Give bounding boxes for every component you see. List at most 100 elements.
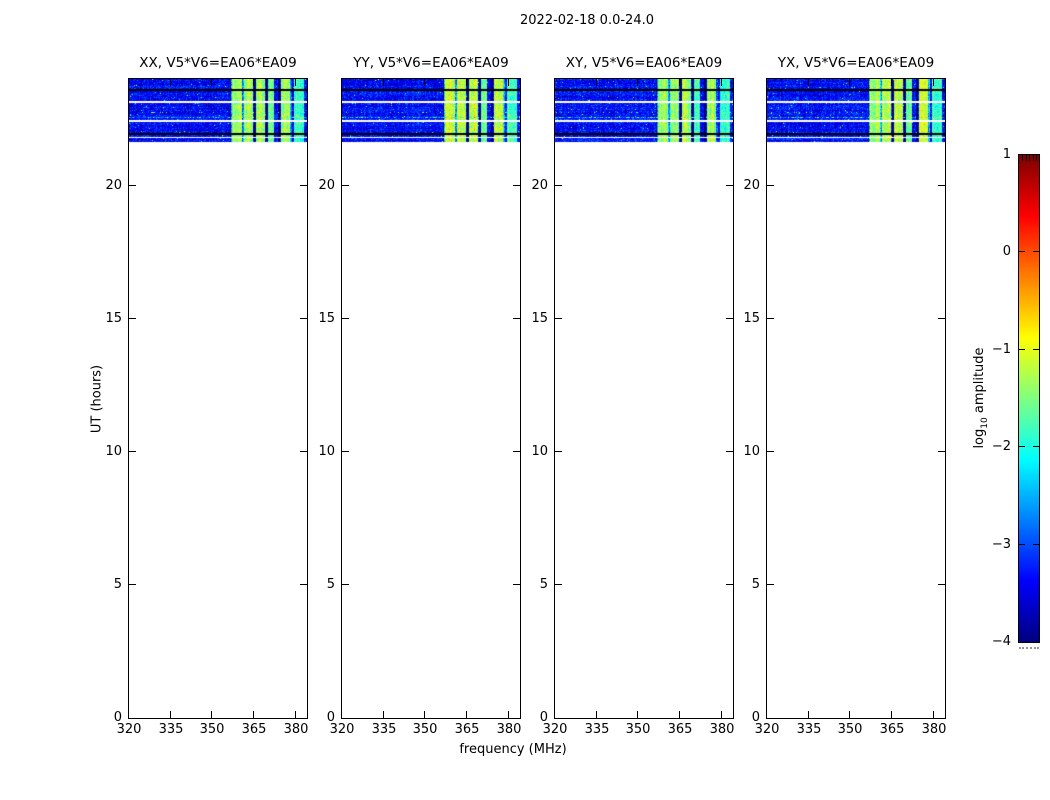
colorbar-tick-label: 0 xyxy=(1002,244,1011,259)
x-tick-mark xyxy=(508,79,509,86)
y-tick-mark xyxy=(938,318,945,319)
y-tick-mark xyxy=(726,451,733,452)
y-tick-mark xyxy=(342,584,349,585)
colorbar-hatch-mark xyxy=(1025,155,1027,161)
x-tick-mark xyxy=(849,711,850,718)
spectrogram-canvas-xx xyxy=(129,79,307,145)
spectrogram-canvas-yy xyxy=(342,79,520,145)
y-tick-mark xyxy=(767,318,774,319)
y-tick-mark xyxy=(342,318,349,319)
x-tick-mark xyxy=(253,79,254,86)
spectrogram-canvas-yx xyxy=(767,79,945,145)
colorbar-label-sub: 10 xyxy=(979,417,990,429)
y-tick-mark xyxy=(342,185,349,186)
x-tick-mark xyxy=(211,711,212,718)
y-tick-label: 5 xyxy=(539,577,548,592)
y-tick-mark xyxy=(513,185,520,186)
x-tick-mark xyxy=(424,711,425,718)
x-tick-mark xyxy=(596,79,597,86)
y-tick-mark xyxy=(342,451,349,452)
x-tick-label: 350 xyxy=(199,722,225,737)
colorbar-tick-label: −3 xyxy=(991,537,1011,552)
panel-yx xyxy=(766,78,946,719)
x-tick-mark xyxy=(508,711,509,718)
y-tick-label: 10 xyxy=(105,444,122,459)
y-tick-label: 15 xyxy=(105,311,122,326)
x-tick-mark xyxy=(295,711,296,718)
x-tick-mark xyxy=(383,79,384,86)
x-tick-mark xyxy=(253,711,254,718)
x-tick-label: 320 xyxy=(542,722,568,737)
panel-title-xx: XX, V5*V6=EA06*EA09 xyxy=(139,55,297,71)
x-tick-mark xyxy=(424,79,425,86)
colorbar-tick-label: 1 xyxy=(1002,147,1011,162)
y-tick-mark xyxy=(555,318,562,319)
y-tick-mark xyxy=(300,185,307,186)
y-tick-label: 20 xyxy=(743,178,760,193)
y-tick-mark xyxy=(300,318,307,319)
y-tick-mark xyxy=(513,584,520,585)
y-tick-mark xyxy=(129,185,136,186)
x-tick-label: 320 xyxy=(754,722,780,737)
x-tick-mark xyxy=(933,79,934,86)
y-tick-label: 20 xyxy=(318,178,335,193)
x-tick-mark xyxy=(849,79,850,86)
y-tick-mark xyxy=(513,451,520,452)
y-tick-mark xyxy=(726,584,733,585)
y-tick-mark xyxy=(726,318,733,319)
colorbar-tick-label: −2 xyxy=(991,439,1011,454)
colorbar-label-prefix: log xyxy=(972,428,988,449)
colorbar-hatch-mark xyxy=(1032,155,1034,161)
x-tick-label: 380 xyxy=(921,722,947,737)
x-tick-mark xyxy=(933,711,934,718)
x-tick-label: 380 xyxy=(496,722,522,737)
y-tick-label: 20 xyxy=(531,178,548,193)
spectrogram-canvas-xy xyxy=(555,79,733,145)
y-tick-label: 0 xyxy=(326,710,335,725)
x-tick-mark xyxy=(679,79,680,86)
x-tick-mark xyxy=(891,711,892,718)
x-tick-mark xyxy=(721,79,722,86)
y-tick-mark xyxy=(300,451,307,452)
y-tick-mark xyxy=(129,584,136,585)
y-tick-mark xyxy=(129,451,136,452)
x-tick-mark xyxy=(466,711,467,718)
panel-title-xy: XY, V5*V6=EA06*EA09 xyxy=(565,55,723,71)
y-tick-label: 15 xyxy=(318,311,335,326)
x-tick-label: 350 xyxy=(412,722,438,737)
y-tick-mark xyxy=(726,185,733,186)
colorbar-tick-mark xyxy=(1033,349,1039,350)
x-tick-label: 350 xyxy=(837,722,863,737)
y-tick-label: 5 xyxy=(326,577,335,592)
x-tick-mark xyxy=(211,79,212,86)
x-tick-mark xyxy=(295,79,296,86)
y-tick-label: 0 xyxy=(751,710,760,725)
x-tick-mark xyxy=(637,79,638,86)
colorbar-tick-mark xyxy=(1019,251,1025,252)
x-tick-mark xyxy=(383,711,384,718)
colorbar-underline-dots xyxy=(1019,647,1039,649)
x-tick-label: 365 xyxy=(879,722,905,737)
x-tick-mark xyxy=(891,79,892,86)
x-tick-label: 335 xyxy=(796,722,822,737)
x-tick-label: 320 xyxy=(116,722,142,737)
x-tick-label: 335 xyxy=(371,722,397,737)
y-tick-mark xyxy=(300,584,307,585)
x-tick-mark xyxy=(808,79,809,86)
colorbar-tick-mark xyxy=(1019,446,1025,447)
y-axis-label: UT (hours) xyxy=(89,364,105,434)
x-tick-label: 365 xyxy=(454,722,480,737)
panel-xx xyxy=(128,78,308,719)
y-tick-label: 10 xyxy=(531,444,548,459)
y-tick-label: 10 xyxy=(743,444,760,459)
x-tick-label: 380 xyxy=(709,722,735,737)
y-tick-label: 0 xyxy=(113,710,122,725)
colorbar-hatch-mark xyxy=(1029,155,1030,161)
panel-xy xyxy=(554,78,734,719)
y-tick-label: 5 xyxy=(113,577,122,592)
x-tick-label: 335 xyxy=(584,722,610,737)
x-tick-mark xyxy=(596,711,597,718)
x-tick-mark xyxy=(721,711,722,718)
x-tick-mark xyxy=(679,711,680,718)
x-tick-label: 365 xyxy=(241,722,267,737)
